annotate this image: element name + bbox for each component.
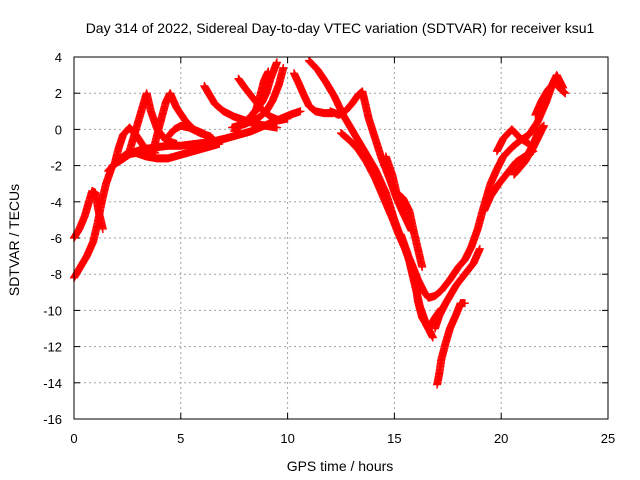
data-point [279,63,288,72]
data-point [418,262,427,271]
chart-title: Day 314 of 2022, Sidereal Day-to-day VTE… [86,20,595,36]
y-tick-label: -10 [43,303,62,318]
x-axis-label: GPS time / hours [287,458,394,474]
data-point [206,132,215,141]
data-point [510,170,519,179]
plot-frame [73,56,609,420]
series-track-r [396,230,437,342]
series-track-x [531,78,570,119]
y-axis-label: SDTVAR / TECUs [6,184,22,296]
series-track-b [70,186,107,242]
data-point [559,87,568,96]
series-track-h [200,81,281,132]
data-point [172,139,181,148]
y-tick-label: -8 [50,267,62,282]
x-tick-label: 0 [70,431,77,446]
y-tick-label: -6 [50,231,62,246]
y-tick-label: 2 [55,86,62,101]
y-tick-label: -2 [50,159,62,174]
data-point [561,89,570,98]
x-tick-label: 25 [601,431,615,446]
data-point [272,123,281,132]
data-point [98,224,107,233]
y-tick-label: -16 [43,412,62,427]
x-tick-label: 15 [387,431,401,446]
data-point [560,88,569,97]
y-tick-label: 0 [55,122,62,137]
series-track-j [228,63,288,132]
y-tick-label: 4 [55,50,62,65]
data-point [215,139,224,148]
data-point [428,333,437,342]
data-point [510,169,519,178]
series-track-l [230,67,273,136]
data-point [511,168,520,177]
y-tick-labels: -16 -14 -12 -10 -8 -6 -4 -2 0 2 4 [43,50,62,427]
data-point [296,107,305,116]
data-points [70,56,570,389]
data-point [475,244,484,253]
series-track-w [510,121,548,179]
series-track-s [433,299,469,389]
series-track-v [492,125,533,156]
series-track-t [430,244,484,333]
x-tick-labels: 0 5 10 15 20 25 [70,431,615,446]
series-track-q [381,152,427,271]
x-tick-label: 5 [177,431,184,446]
y-tick-label: -12 [43,340,62,355]
series-track-g [163,121,215,141]
data-point [272,58,281,67]
data-point [283,114,292,123]
y-tick-label: -4 [50,195,62,210]
grid [74,57,608,419]
data-point [460,299,469,308]
data-point [264,67,273,76]
y-tick-label: -14 [43,376,62,391]
x-tick-label: 20 [494,431,508,446]
x-tick-label: 10 [280,431,294,446]
